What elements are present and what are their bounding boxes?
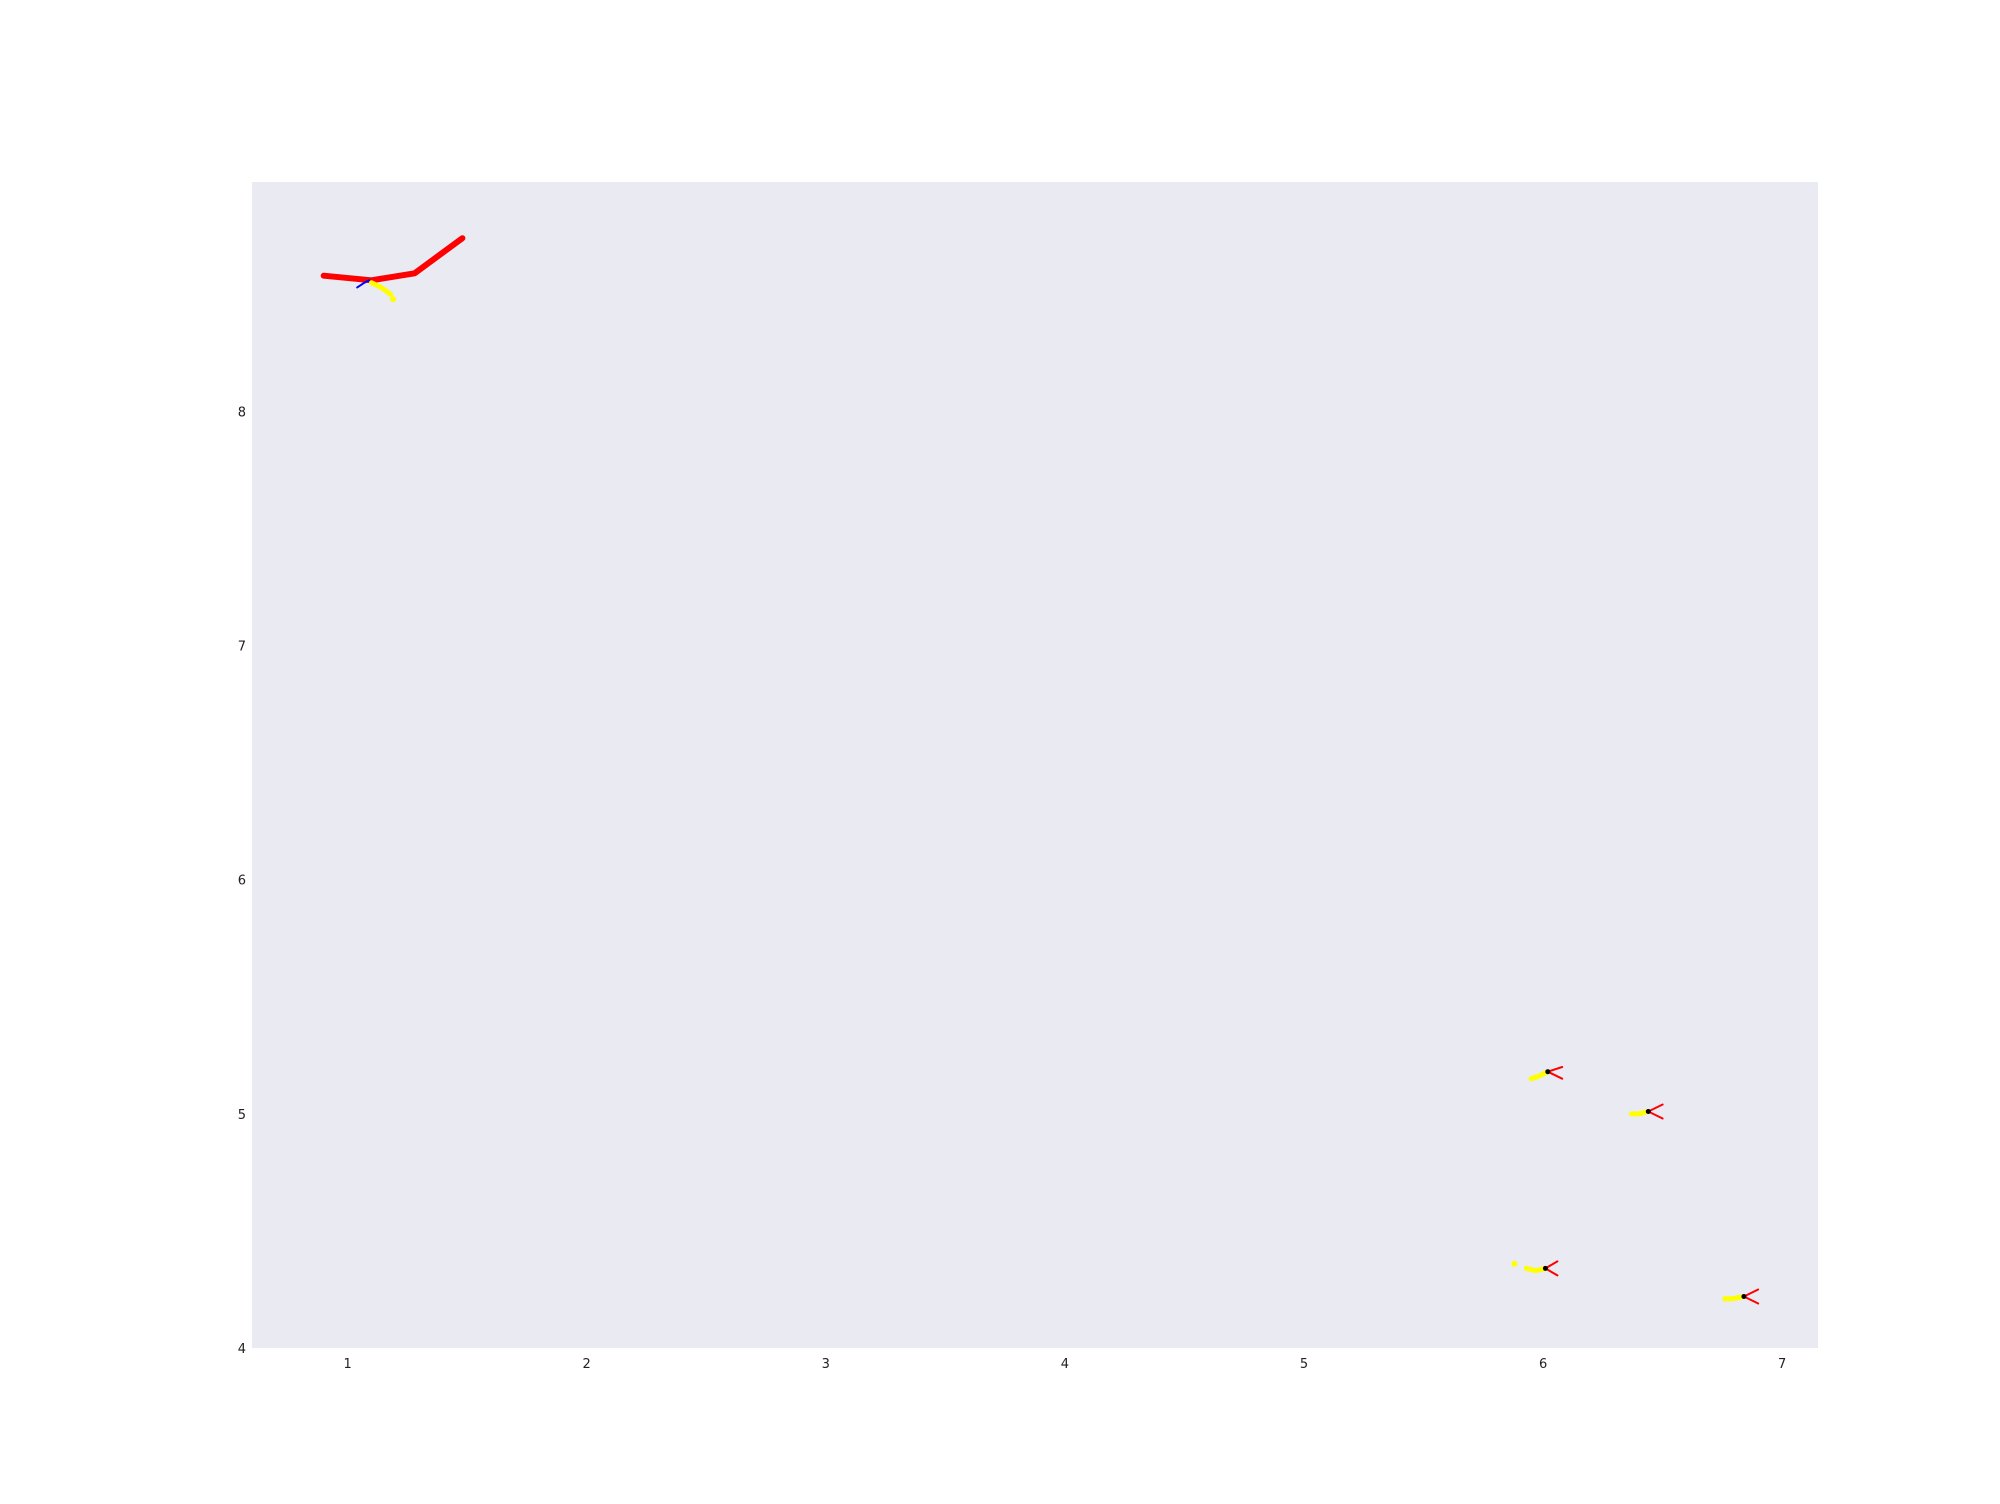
data-point-0 (390, 296, 397, 303)
series-line-1 (356, 279, 371, 289)
x-tick-label-1: 1 (343, 1357, 351, 1372)
series-line-5 (1629, 1109, 1651, 1117)
x-tick-label-7: 7 (1778, 1357, 1786, 1372)
data-point-5 (1741, 1294, 1747, 1299)
series-line-0 (320, 235, 466, 284)
x-tick-label-4: 4 (1061, 1357, 1069, 1372)
x-tick-label-3: 3 (822, 1357, 830, 1372)
series-line-9 (1722, 1294, 1747, 1302)
data-point-2 (1545, 1069, 1551, 1075)
y-tick-label-6: 6 (238, 874, 246, 889)
series-line-2 (369, 280, 394, 297)
x-tick-label-2: 2 (583, 1357, 591, 1372)
x-tick-label-6: 6 (1539, 1357, 1547, 1372)
series-line-7 (1523, 1265, 1548, 1274)
data-point-1 (1511, 1260, 1518, 1267)
x-axis-ticks: 1 2 3 4 5 6 7 (343, 1357, 1786, 1372)
plot-area (252, 182, 1818, 1348)
y-tick-label-8: 8 (238, 406, 246, 421)
y-tick-label-7: 7 (238, 640, 246, 655)
y-tick-label-5: 5 (238, 1108, 246, 1123)
data-point-4 (1542, 1265, 1548, 1271)
data-point-3 (1645, 1109, 1651, 1114)
y-axis-ticks: 4 5 6 7 8 (238, 406, 246, 1358)
y-tick-label-4: 4 (238, 1342, 246, 1357)
x-tick-label-5: 5 (1300, 1357, 1308, 1372)
series-line-3 (1528, 1069, 1551, 1082)
chart-marks (320, 235, 1760, 1305)
